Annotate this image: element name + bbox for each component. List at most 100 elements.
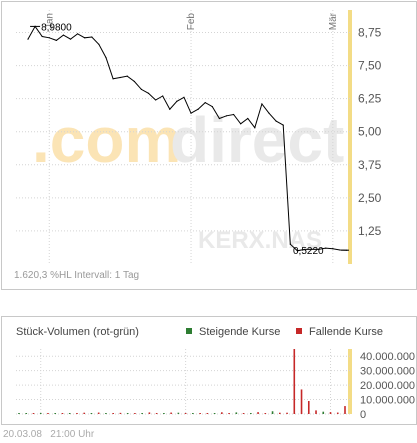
y-tick-label: 0 — [360, 409, 366, 421]
price-point — [289, 243, 291, 245]
price-point — [232, 113, 235, 116]
chart-info-text: 1.620,3 %HL Intervall: 1 Tag — [14, 270, 140, 281]
price-point — [69, 38, 72, 40]
watermark-com: .com — [32, 104, 181, 176]
volume-bar — [112, 413, 114, 414]
volume-bar — [155, 413, 158, 414]
volume-bar — [206, 413, 209, 414]
price-point — [282, 124, 284, 126]
legend-falling-label: Fallende Kurse — [309, 326, 383, 338]
price-point — [240, 123, 242, 125]
volume-bar — [97, 412, 100, 414]
legend-falling-swatch — [296, 328, 302, 335]
price-point — [296, 250, 298, 252]
footer-timestamp: 20.03.08 21:00 Uhr — [3, 429, 94, 440]
price-point — [197, 108, 199, 110]
y-tick-label: 20.000.000 — [360, 380, 415, 392]
volume-bar — [221, 412, 223, 414]
footer-date: 20.03.08 — [3, 429, 42, 440]
footer-time: 21:00 Uhr — [50, 429, 95, 440]
price-point — [268, 112, 270, 114]
price-chart-panel: .com direct KERX.NAS 1,25 2,50 3,75 5,00 6,2… — [1, 1, 417, 290]
volume-bar — [25, 413, 28, 414]
price-point — [41, 35, 43, 38]
volume-bar — [90, 413, 93, 414]
x-tick-label: Feb — [186, 13, 197, 31]
price-point — [162, 95, 164, 97]
price-point — [318, 248, 320, 251]
price-line — [27, 25, 348, 252]
price-point — [112, 78, 114, 80]
price-point — [183, 96, 185, 98]
current-day-highlight — [348, 10, 352, 264]
volume-bar — [228, 413, 230, 414]
volume-bar — [315, 410, 317, 414]
y-tick-label: 5,00 — [358, 125, 382, 139]
volume-bar — [61, 413, 64, 414]
volume-bar — [199, 413, 201, 414]
price-point — [140, 88, 143, 90]
price-point — [155, 99, 157, 101]
price-point — [48, 37, 50, 39]
y-tick-label: 6,25 — [358, 92, 382, 106]
volume-bar — [83, 412, 85, 414]
volume-bar — [148, 412, 151, 414]
legend-rising-swatch — [186, 328, 192, 335]
volume-bar — [279, 412, 281, 414]
volume-bar — [271, 411, 274, 414]
volume-bar — [300, 389, 303, 414]
volume-bar — [184, 413, 187, 414]
price-point — [55, 39, 57, 42]
price-point — [133, 80, 135, 83]
price-point — [325, 247, 327, 249]
y-tick-label: 3,75 — [358, 158, 382, 172]
y-tick-label: 30.000.000 — [360, 366, 415, 378]
y-tick-label: 7,50 — [358, 59, 382, 73]
price-point — [204, 102, 206, 104]
high-value-label: 8,9800 — [41, 22, 72, 33]
volume-bar — [329, 412, 332, 414]
volume-bar — [257, 412, 259, 414]
current-day-highlight — [348, 349, 352, 414]
price-point — [84, 37, 86, 39]
volume-chart-title: Stück-Volumen (rot-grün) — [16, 326, 139, 338]
volume-bar — [39, 413, 42, 414]
y-tick-label: 1,25 — [358, 224, 382, 238]
price-point — [261, 103, 263, 105]
x-tick-label: Mär — [328, 12, 339, 30]
last-value-label: 0,5220 — [293, 246, 324, 257]
legend-rising-label: Steigende Kurse — [199, 326, 281, 338]
volume-bar — [126, 413, 129, 414]
volume-bar — [177, 412, 180, 414]
volume-bar — [76, 413, 78, 414]
price-point — [275, 120, 277, 122]
volume-bar — [293, 349, 296, 414]
price-point — [218, 117, 220, 120]
price-point — [332, 248, 334, 250]
volume-bar — [141, 412, 143, 414]
price-point — [225, 115, 228, 117]
price-point — [254, 127, 256, 129]
y-tick-label: 40.000.000 — [360, 351, 415, 363]
price-point — [126, 75, 128, 77]
volume-bar — [250, 412, 252, 414]
symbol-watermark: KERX.NAS — [198, 227, 322, 254]
volume-bar — [134, 413, 136, 414]
y-tick-label: 8,75 — [358, 25, 382, 39]
price-point — [91, 36, 93, 38]
volume-bar — [68, 413, 71, 414]
price-point — [339, 249, 341, 251]
volume-bar — [170, 412, 172, 414]
volume-bar — [213, 413, 216, 414]
price-point — [105, 57, 107, 59]
price-point — [303, 248, 306, 251]
price-point — [211, 105, 213, 108]
price-point — [27, 38, 29, 40]
price-point — [62, 34, 65, 36]
legend-rising: Steigende Kurse — [186, 326, 280, 338]
volume-bar — [54, 413, 57, 414]
legend-falling: Fallende Kurse — [296, 326, 383, 338]
volume-bar — [47, 413, 49, 414]
price-point — [119, 76, 121, 79]
price-point — [176, 100, 178, 102]
